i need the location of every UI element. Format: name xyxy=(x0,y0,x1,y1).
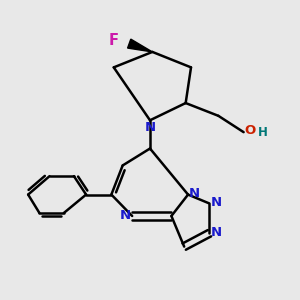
Text: N: N xyxy=(120,209,131,222)
Text: N: N xyxy=(211,196,222,209)
Text: F: F xyxy=(109,33,119,48)
Text: N: N xyxy=(144,121,156,134)
Text: N: N xyxy=(189,188,200,200)
Polygon shape xyxy=(128,39,152,52)
Text: O: O xyxy=(245,124,256,137)
Text: H: H xyxy=(258,126,268,139)
Text: N: N xyxy=(211,226,222,239)
